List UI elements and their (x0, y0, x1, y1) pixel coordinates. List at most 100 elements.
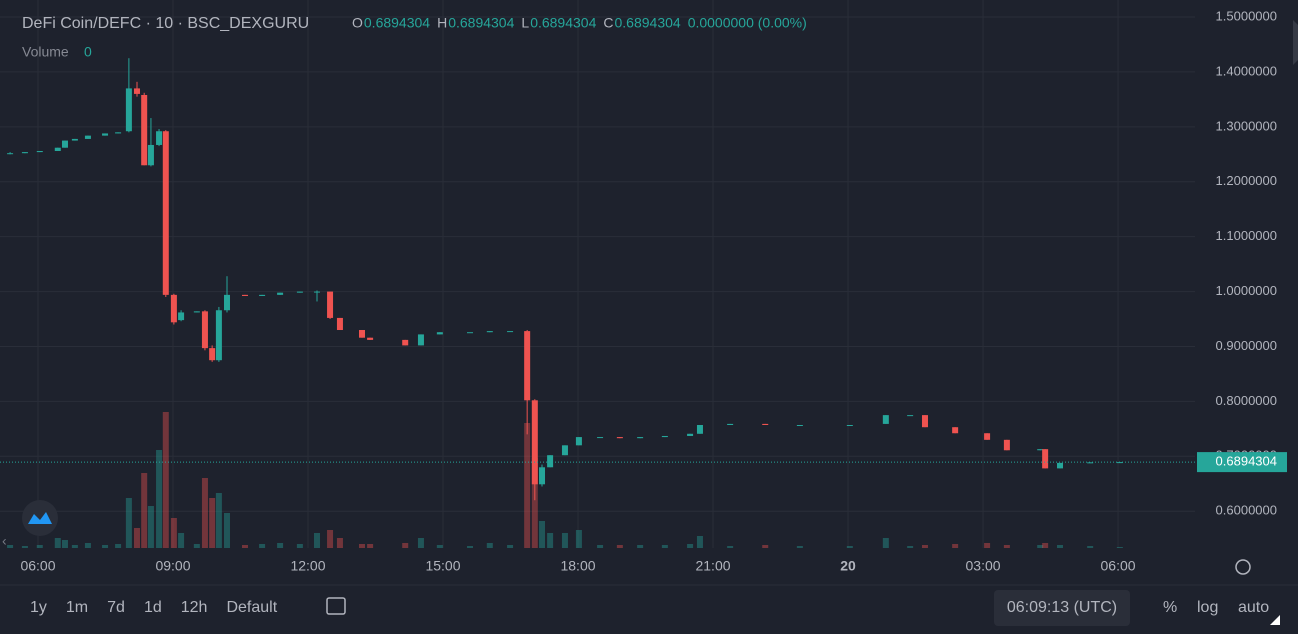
candle-body (223, 294, 230, 311)
volume-bar (223, 513, 230, 548)
candle-body (486, 331, 493, 333)
volume-bar (61, 540, 68, 548)
volume-bar (486, 543, 493, 548)
volume-bar (102, 545, 109, 548)
x-tick-label: 20 (840, 558, 856, 574)
volume-bar (156, 450, 163, 548)
x-tick-label: 15:00 (425, 558, 460, 574)
candle-body (882, 415, 889, 424)
volume-bar (882, 538, 889, 548)
range-button[interactable]: Default (226, 599, 277, 616)
range-button[interactable]: 7d (107, 599, 125, 616)
candle-body (102, 133, 109, 136)
candle-body (984, 433, 991, 440)
side-handle[interactable] (1293, 20, 1298, 65)
logo-icon (28, 512, 52, 524)
candle-body (531, 400, 538, 485)
candle-body (359, 330, 366, 338)
scale-option[interactable]: log (1197, 599, 1218, 616)
volume-bar (209, 498, 216, 548)
logo-badge[interactable] (22, 500, 58, 536)
volume-bar (547, 533, 554, 548)
settings-icon[interactable] (1235, 559, 1251, 575)
volume-bar (241, 545, 248, 548)
volume-bar (524, 423, 531, 548)
candle-body (241, 294, 248, 296)
candle-body (147, 144, 154, 166)
x-tick-label: 06:00 (1101, 558, 1136, 574)
volume-bar (575, 530, 582, 548)
y-tick-label: 1.1000000 (1216, 228, 1277, 243)
x-tick-label: 18:00 (560, 558, 595, 574)
candle-body (36, 151, 43, 153)
ohlc-value: 0.6894304 (530, 15, 596, 31)
scale-option[interactable]: % (1163, 599, 1177, 616)
candle-body (1056, 462, 1063, 469)
volume-bar (359, 544, 366, 548)
ohlc-legend: O 0.6894304 H 0.6894304 L 0.6894304 C 0.6894304… (352, 15, 807, 31)
range-button[interactable]: 1m (66, 599, 88, 616)
volume-bar (417, 538, 424, 548)
candle-body (762, 423, 769, 426)
volume-bar (467, 546, 474, 548)
range-button[interactable]: 12h (181, 599, 208, 616)
y-tick-label: 1.2000000 (1216, 173, 1277, 188)
volume-bar (84, 543, 91, 548)
ohlc-value: 0.6894304 (448, 15, 514, 31)
candle-body (277, 292, 284, 295)
volume-bar (141, 473, 148, 548)
volume-bar (162, 412, 169, 548)
x-tick-label: 06:00 (20, 558, 55, 574)
candle-body (524, 331, 531, 401)
volume-bar (1056, 545, 1063, 548)
candle-body (84, 135, 91, 139)
candle-body (467, 332, 474, 334)
range-button[interactable]: 1d (144, 599, 162, 616)
candle-body (561, 445, 568, 456)
volume-bar (1003, 545, 1010, 548)
candle-body (547, 455, 554, 468)
candle-body (727, 423, 734, 426)
range-button[interactable]: 1y (30, 599, 47, 616)
candle-body (156, 131, 163, 145)
candle-body (193, 311, 200, 313)
candle-body (313, 291, 320, 293)
volume-bar (201, 478, 208, 548)
candle-body (417, 334, 424, 346)
candle-body (1003, 439, 1010, 451)
volume-bar (616, 545, 623, 548)
resize-handle[interactable] (1270, 615, 1280, 625)
last-price-box (1197, 452, 1287, 473)
volume-bar (170, 518, 177, 548)
scroll-left[interactable]: ‹ (2, 533, 7, 549)
candle-body (367, 337, 374, 340)
candle-body (141, 94, 148, 166)
volume-bar (1116, 547, 1123, 548)
volume-bar (133, 528, 140, 548)
candle-body (687, 433, 694, 436)
volume-bar (7, 545, 14, 548)
date-range-icon[interactable] (326, 597, 346, 615)
candle-body (215, 310, 222, 361)
candle-body (952, 427, 959, 434)
candle-body (1037, 449, 1044, 451)
volume-bar (531, 458, 538, 548)
grid (0, 0, 1195, 548)
scale-option[interactable]: auto (1238, 599, 1269, 616)
y-tick-label: 0.8000000 (1216, 393, 1277, 408)
candle-body (616, 437, 623, 439)
candle-body (575, 437, 582, 446)
y-tick-label: 1.5000000 (1216, 8, 1277, 23)
volume-bar (71, 545, 78, 548)
volume-bar (54, 538, 61, 548)
candle-body (1087, 462, 1094, 464)
volume-bar (907, 546, 914, 548)
candle-body (71, 138, 78, 141)
candle-body (259, 294, 266, 296)
candle-body (539, 467, 546, 485)
volume-bar (125, 498, 132, 548)
candle-body (209, 348, 216, 361)
volume-bar (436, 545, 443, 548)
